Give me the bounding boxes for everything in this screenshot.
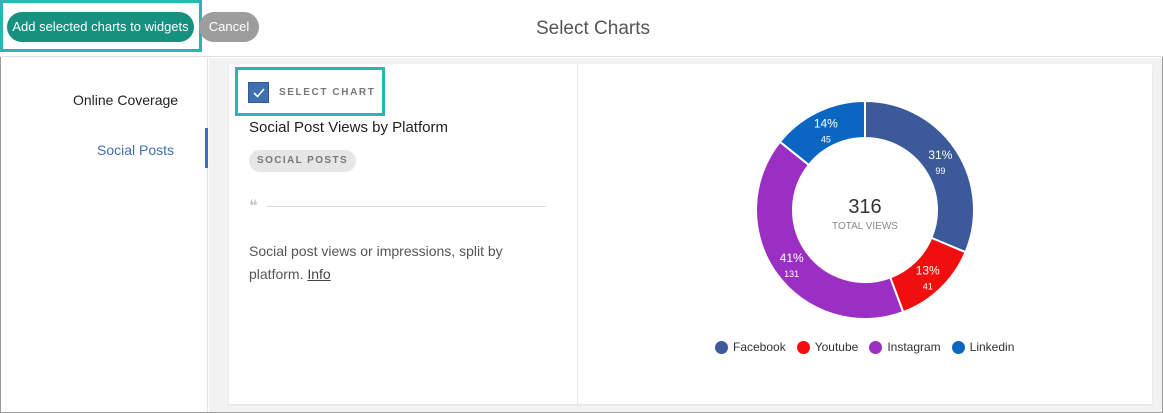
slice-value-label: 41 <box>923 281 933 291</box>
header: Add selected charts to widgets Cancel Se… <box>0 0 1163 57</box>
slice-percent-label: 14% <box>814 116 838 130</box>
center-total-label: TOTAL VIEWS <box>832 221 898 232</box>
legend-label: Youtube <box>814 340 859 354</box>
slice-value-label: 45 <box>821 134 831 144</box>
quote-divider <box>267 206 546 207</box>
legend-item-facebook[interactable]: Facebook <box>715 340 786 354</box>
slice-linkedin[interactable] <box>778 99 866 167</box>
card-divider <box>577 64 578 404</box>
info-link[interactable]: Info <box>307 266 331 282</box>
chart-legend: Facebook Youtube Instagram Linkedin <box>715 340 1014 354</box>
chart-title: Social Post Views by Platform <box>249 119 448 136</box>
check-icon <box>253 88 265 98</box>
slice-value-label: 131 <box>784 269 799 279</box>
legend-item-instagram[interactable]: Instagram <box>869 340 941 354</box>
sidebar-active-indicator <box>205 128 208 168</box>
select-chart-label[interactable]: SELECT CHART <box>279 87 376 98</box>
legend-item-youtube[interactable]: Youtube <box>796 340 859 354</box>
legend-label: Facebook <box>733 340 786 354</box>
description-text: Social post views or impressions, split … <box>249 243 503 282</box>
sidebar-item-social-posts[interactable]: Social Posts <box>97 142 175 158</box>
legend-item-linkedin[interactable]: Linkedin <box>951 340 1015 354</box>
legend-label: Linkedin <box>969 340 1015 354</box>
page-title: Select Charts <box>535 18 651 39</box>
main-content: SELECT CHART Social Post Views by Platfo… <box>209 58 1162 412</box>
legend-dot <box>869 340 883 354</box>
chart-area: 31% 99 13% 41 41% 131 14% 45 316 TOTAL VIEWS Face… <box>578 64 1152 404</box>
select-chart-highlight <box>235 67 385 116</box>
add-selected-charts-button[interactable]: Add selected charts to widgets <box>7 12 194 42</box>
category-tag: SOCIAL POSTS <box>249 150 357 172</box>
center-total-value: 316 <box>848 196 881 218</box>
sidebar: Online Coverage Social Posts <box>1 58 208 412</box>
select-chart-checkbox[interactable] <box>248 82 269 103</box>
slice-percent-label: 13% <box>916 263 940 277</box>
cancel-button[interactable]: Cancel <box>199 12 259 42</box>
legend-dot <box>951 340 965 354</box>
slice-value-label: 99 <box>935 166 945 176</box>
legend-label: Instagram <box>887 340 941 354</box>
legend-dot <box>796 340 810 354</box>
chart-card: SELECT CHART Social Post Views by Platfo… <box>229 64 1152 404</box>
legend-dot <box>715 340 728 354</box>
slice-percent-label: 31% <box>928 148 952 162</box>
quote-icon: ❝ <box>249 196 258 215</box>
slice-percent-label: 41% <box>780 251 804 265</box>
sidebar-item-online-coverage[interactable]: Online Coverage <box>73 92 179 108</box>
slice-instagram[interactable] <box>755 140 905 320</box>
donut-chart: 31% 99 13% 41 41% 131 14% 45 316 TOTAL VIEWS <box>755 99 975 320</box>
chart-description: Social post views or impressions, split … <box>249 240 549 286</box>
